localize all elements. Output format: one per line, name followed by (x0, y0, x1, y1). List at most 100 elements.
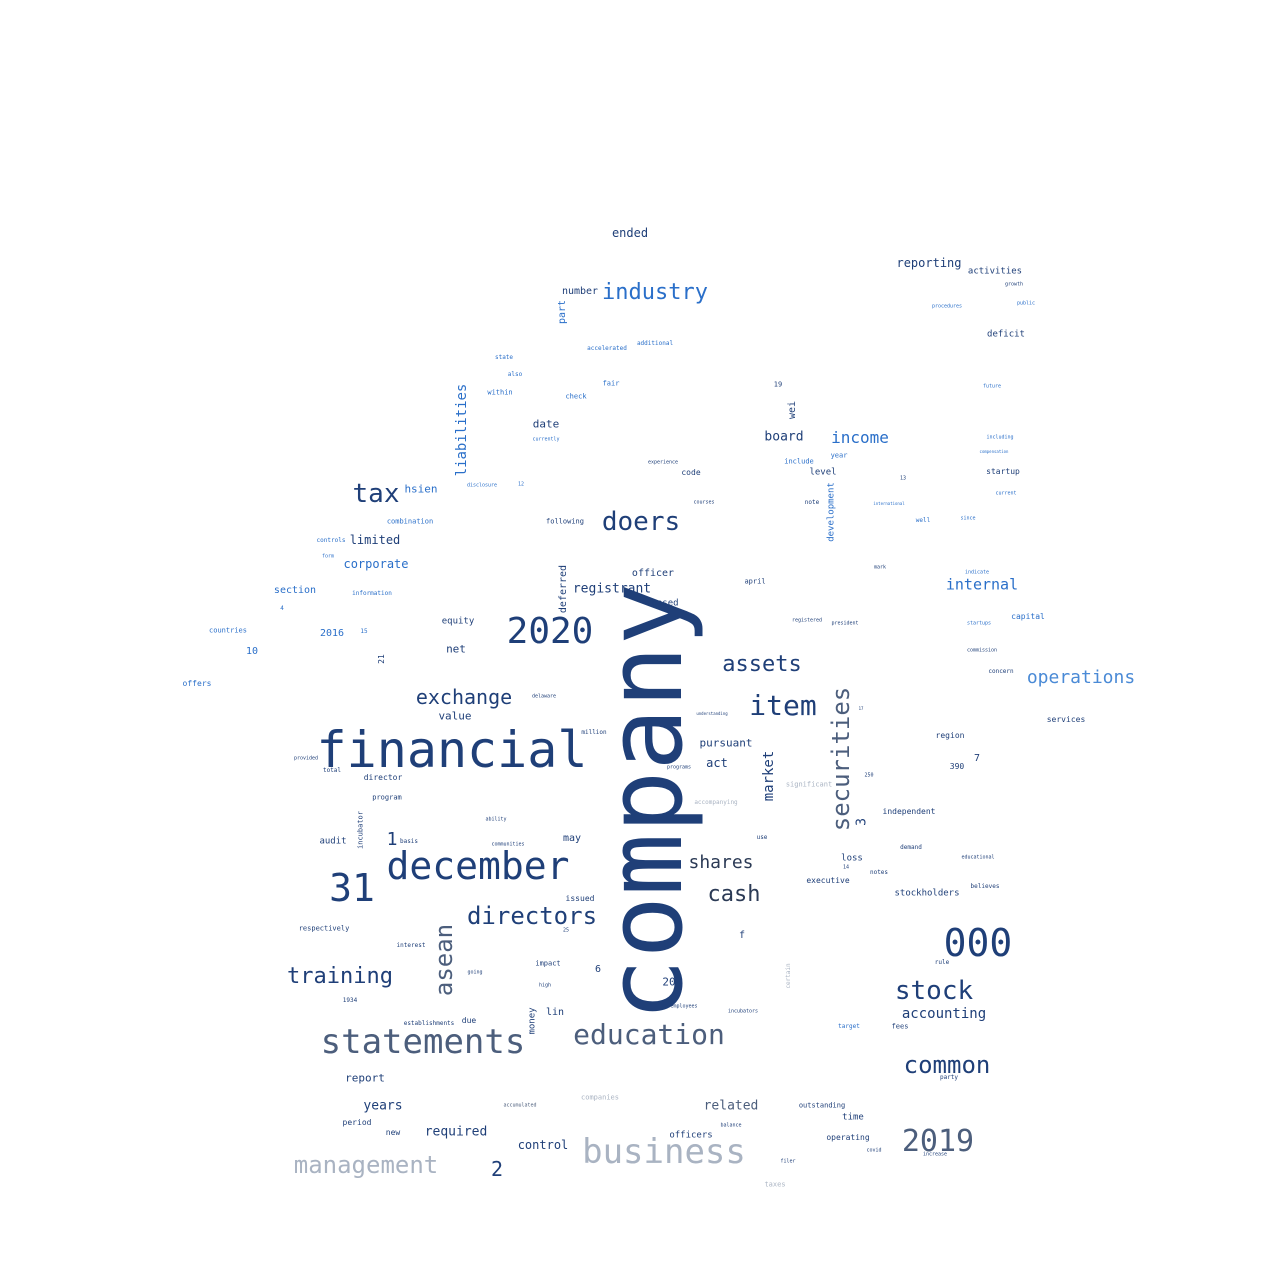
word: market (761, 750, 777, 802)
word: registrant (572, 581, 652, 597)
word: april (744, 577, 766, 586)
word: issued (565, 894, 595, 903)
word: value (438, 709, 472, 723)
word: executive (806, 876, 850, 885)
word: control (517, 1138, 569, 1152)
word: fees (891, 1022, 909, 1031)
word: management (293, 1151, 439, 1179)
word: officers (669, 1130, 713, 1141)
word: 21 (377, 654, 386, 664)
word: check (565, 392, 587, 401)
word: 000 (943, 921, 1013, 965)
word: accumulated (503, 1102, 537, 1109)
word: reporting (896, 256, 962, 270)
word: time (842, 1112, 864, 1123)
word: year (830, 451, 848, 460)
word: 10 (245, 646, 259, 657)
word: securities (827, 686, 855, 832)
word: cash (707, 882, 761, 907)
word: common (903, 1051, 991, 1079)
word: development (826, 482, 837, 542)
word: independent (882, 807, 936, 816)
word: act (706, 756, 728, 770)
word: covid (866, 1147, 882, 1154)
word: delaware (531, 693, 557, 700)
word: financial (316, 721, 588, 779)
word: offers (182, 679, 212, 688)
word: employees (670, 1003, 698, 1010)
word: 13 (899, 475, 907, 482)
word: ended (611, 226, 649, 240)
word: 17 (858, 706, 864, 711)
word: indicate (964, 569, 990, 576)
word: part (557, 299, 568, 325)
word: party (939, 1074, 959, 1081)
word: including (986, 434, 1014, 441)
word: tax (352, 479, 400, 509)
word: business (582, 1132, 746, 1172)
word: shares (688, 852, 754, 873)
word: f (738, 930, 746, 941)
word: capital (1011, 612, 1045, 621)
word: establishments (403, 1020, 455, 1027)
word: current (995, 490, 1017, 497)
word: companies (581, 1093, 619, 1102)
word: high (538, 982, 552, 989)
word: 1934 (342, 997, 358, 1004)
word: stockholders (894, 888, 960, 899)
word: rule (934, 959, 950, 966)
word: mark (873, 564, 887, 571)
word: lin (545, 1007, 565, 1018)
word: program (372, 793, 402, 802)
word: 12 (517, 481, 525, 488)
word: directors (466, 902, 598, 930)
word: notes (869, 869, 889, 876)
word: startup (986, 467, 1020, 476)
word: audit (319, 836, 347, 847)
word: future (982, 383, 1002, 390)
word: disclosure (466, 482, 498, 489)
word: 2 (490, 1157, 504, 1181)
word: experience (647, 459, 679, 466)
word: provided (293, 755, 319, 762)
word: services (1046, 715, 1086, 724)
word: limited (349, 533, 401, 547)
word: related (703, 1098, 759, 1114)
word: international (873, 501, 905, 506)
word: president (831, 620, 859, 627)
word: december (386, 844, 570, 888)
word: accompanying (694, 799, 738, 806)
word: item (749, 689, 817, 722)
word: due (461, 1016, 477, 1025)
word: include (784, 457, 814, 466)
word: deferred (558, 564, 569, 614)
word: fair (602, 379, 620, 388)
word: following (546, 517, 584, 526)
word: loss (841, 853, 863, 864)
word: courses (693, 499, 715, 506)
word: state (494, 354, 514, 361)
word: respectively (298, 924, 350, 933)
word: controls (316, 537, 346, 544)
word: startups (966, 620, 992, 627)
word: information (352, 590, 392, 597)
word: interest (396, 942, 426, 949)
word: stock (894, 976, 974, 1006)
word: years (363, 1098, 403, 1114)
word: date (532, 417, 560, 431)
word: activities (967, 266, 1023, 277)
word: 2020 (506, 611, 594, 652)
word: programs (666, 764, 692, 771)
word: 6 (594, 964, 602, 975)
word: understanding (696, 711, 728, 716)
word: 390 (949, 762, 965, 771)
word: net (446, 642, 466, 656)
word: additional (636, 340, 674, 347)
word: exchange (415, 685, 513, 709)
word: assets (722, 652, 802, 677)
word: 1 (386, 829, 398, 850)
word: director (363, 773, 403, 782)
word: equity (441, 616, 475, 627)
word: outstanding (798, 1101, 846, 1110)
word: growth (1004, 281, 1024, 288)
